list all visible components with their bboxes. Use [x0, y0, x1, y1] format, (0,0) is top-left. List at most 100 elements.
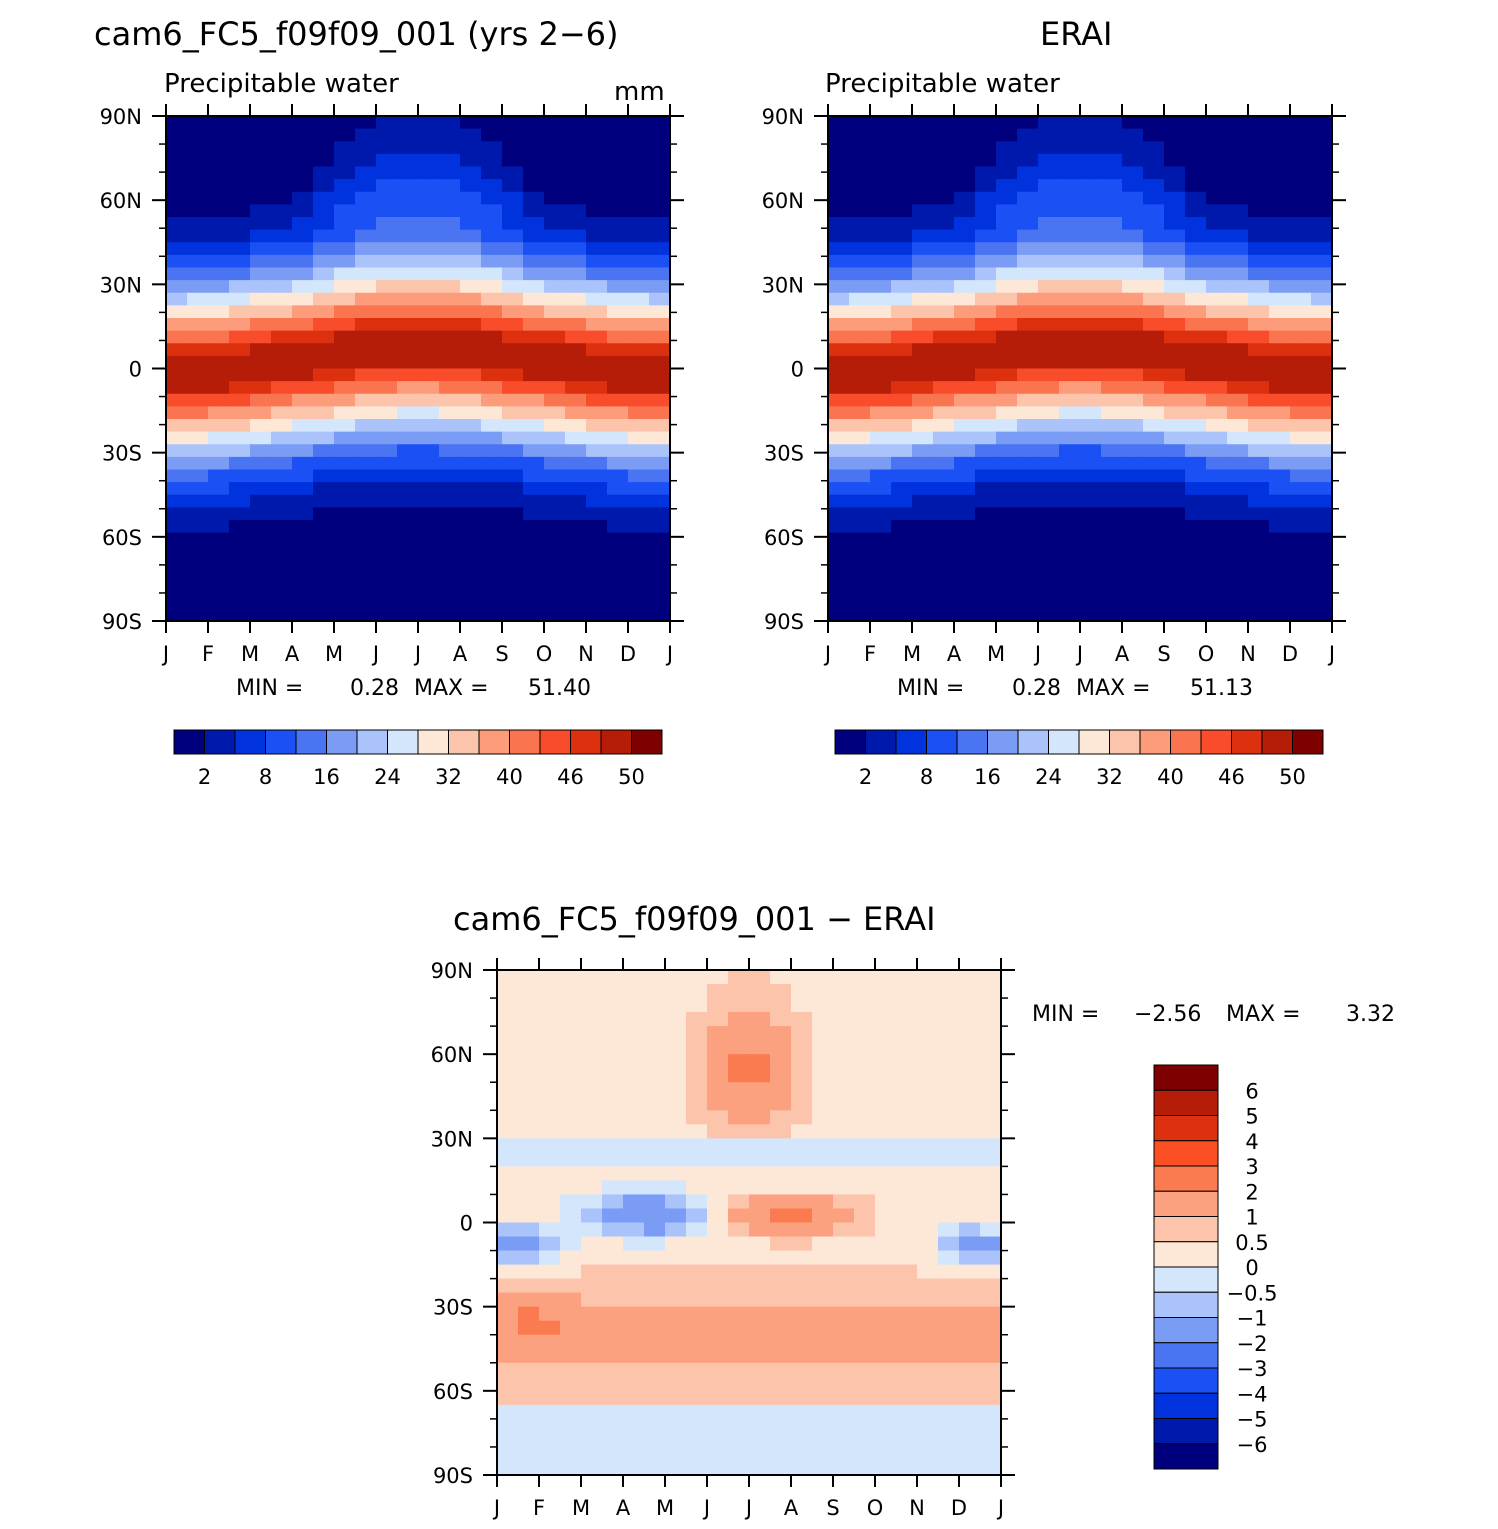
left-field-cell	[271, 229, 293, 243]
right-field-cell	[828, 583, 850, 597]
diff-field-cell	[707, 1012, 729, 1027]
left-field-cell	[460, 191, 482, 205]
right-field-cell	[891, 217, 913, 231]
left-field-cell	[292, 456, 314, 471]
diff-field-cell	[980, 1250, 1002, 1266]
left-field-cell	[334, 267, 356, 281]
left-colorbar-label: 32	[435, 765, 462, 789]
right-field-cell	[828, 494, 850, 508]
diff-field-cell	[623, 1418, 645, 1434]
diff-field-cell	[707, 1390, 729, 1406]
diff-field-cell	[770, 1138, 792, 1153]
left-field-cell	[208, 166, 230, 180]
right-field-cell	[975, 507, 997, 521]
diff-colorbar-swatch	[1153, 1291, 1219, 1318]
right-field-cell	[954, 595, 976, 609]
diff-field-cell	[875, 1110, 897, 1125]
diff-field-cell	[497, 1376, 519, 1392]
diff-field-cell	[938, 1250, 960, 1266]
left-field-cell	[439, 570, 461, 584]
diff-field-cell	[833, 970, 855, 985]
right-field-cell	[996, 280, 1018, 294]
right-field-cell	[1059, 318, 1081, 332]
left-field-cell	[208, 494, 230, 508]
diff-field-cell	[917, 1404, 939, 1420]
right-field-cell	[1311, 292, 1333, 306]
left-field-cell	[565, 381, 587, 395]
right-field-cell	[891, 507, 913, 521]
right-field-cell	[912, 469, 934, 483]
right-field-cell	[870, 608, 892, 622]
left-field-cell	[586, 431, 608, 445]
diff-field-cell	[770, 1348, 792, 1364]
left-colorbar-swatch	[173, 729, 205, 755]
diff-field-cell	[770, 1320, 792, 1336]
diff-field-cell	[623, 1026, 645, 1041]
right-field-cell	[954, 254, 976, 269]
diff-field-cell	[896, 1012, 918, 1027]
diff-colorbar-swatch	[1153, 1443, 1219, 1470]
diff-field-cell	[539, 1054, 561, 1069]
right-xtick-label: M	[987, 642, 1005, 666]
right-field-cell	[975, 583, 997, 597]
left-field-cell	[649, 494, 671, 508]
diff-field-cell	[812, 1320, 834, 1336]
left-field-cell	[292, 608, 314, 622]
diff-field-cell	[938, 1320, 960, 1336]
right-field-cell	[996, 583, 1018, 597]
right-field-cell	[1227, 141, 1249, 155]
diff-field-cell	[686, 1152, 708, 1167]
diff-field-cell	[875, 1222, 897, 1238]
left-field-cell	[187, 368, 209, 382]
left-field-cell	[418, 166, 440, 180]
left-field-cell	[313, 116, 335, 130]
left-field-cell	[607, 318, 629, 332]
diff-field-cell	[497, 1432, 519, 1448]
right-field-cell	[1017, 419, 1039, 433]
right-field-cell	[954, 141, 976, 155]
right-field-cell	[1122, 406, 1144, 420]
diff-field-cell	[728, 1390, 750, 1406]
left-field-cell	[292, 482, 314, 496]
right-field-cell	[1059, 520, 1081, 534]
diff-field-cell	[497, 1264, 519, 1280]
right-field-cell	[870, 507, 892, 521]
right-field-cell	[975, 532, 997, 546]
diff-field-cell	[665, 1026, 687, 1041]
left-field-cell	[460, 557, 482, 572]
left-field-cell	[439, 204, 461, 218]
right-field-cell	[1227, 608, 1249, 622]
left-field-cell	[292, 343, 314, 357]
right-field-cell	[1059, 482, 1081, 496]
diff-field-cell	[791, 1096, 813, 1111]
diff-field-cell	[518, 1110, 540, 1125]
left-field-cell	[250, 318, 272, 332]
diff-field-cell	[938, 1292, 960, 1308]
diff-field-cell	[539, 1208, 561, 1224]
diff-field-cell	[497, 1068, 519, 1083]
right-field-cell	[933, 456, 955, 471]
left-field-cell	[166, 355, 188, 370]
right-field-cell	[1143, 343, 1165, 357]
right-colorbar-swatch	[1109, 729, 1141, 755]
right-field-cell	[1038, 557, 1060, 572]
left-field-cell	[313, 141, 335, 155]
right-field-cell	[891, 406, 913, 420]
left-field-cell	[502, 292, 524, 306]
diff-field-cell	[749, 1194, 771, 1210]
left-colorbar-swatch	[478, 729, 510, 755]
left-field-cell	[313, 179, 335, 193]
left-field-cell	[208, 469, 230, 483]
left-field-cell	[166, 204, 188, 218]
left-field-cell	[523, 242, 545, 256]
right-field-cell	[1206, 469, 1228, 483]
diff-field-cell	[812, 1208, 834, 1224]
right-field-cell	[1248, 431, 1270, 445]
right-field-cell	[975, 217, 997, 231]
left-field-cell	[208, 482, 230, 496]
diff-field-cell	[917, 1194, 939, 1210]
right-field-cell	[1311, 482, 1333, 496]
right-field-cell	[849, 204, 871, 218]
diff-colorbar-swatch	[1153, 1342, 1219, 1369]
left-field-cell	[418, 393, 440, 407]
